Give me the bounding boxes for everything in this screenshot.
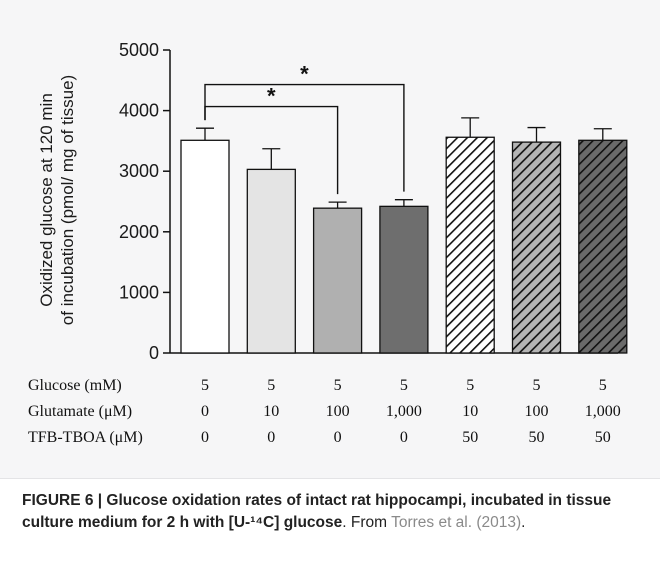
bar [445,136,495,354]
condition-row-label: TFB-TBOA (μM) [28,429,143,446]
condition-value: 5 [533,377,541,394]
condition-value: 100 [525,403,549,420]
condition-value: 10 [462,403,478,420]
bar [246,168,296,354]
significance-star: * [267,84,276,109]
figure-panel: Oxidized glucose at 120 min of incubatio… [0,40,660,479]
condition-value: 1,000 [585,403,621,420]
caption-citation-link[interactable]: Torres et al. (2013) [391,514,522,531]
condition-row-label: Glutamate (μM) [28,403,132,420]
caption-end: . [521,514,526,531]
condition-value: 0 [201,403,209,420]
condition-value: 0 [267,429,275,446]
y-axis-label-line1: Oxidized glucose at 120 min [37,93,56,307]
condition-value: 5 [267,377,275,394]
y-tick-label: 3000 [119,161,159,181]
bars [180,117,628,354]
condition-value: 5 [334,377,342,394]
caption-title: FIGURE 6 | Glucose oxidation rates of in… [22,492,612,531]
bar [511,141,562,354]
condition-value: 50 [595,429,611,446]
condition-value: 5 [201,377,209,394]
condition-value: 0 [400,429,408,446]
y-axis: 0 1000 2000 3000 4000 5000 [119,40,618,363]
y-tick-label: 0 [149,343,159,363]
condition-value: 10 [263,403,279,420]
caption-text: . From [342,514,392,531]
y-tick-label: 5000 [119,40,159,60]
condition-value: 50 [529,429,545,446]
y-axis-label-line2: of incubation (pmol/ mg of tissue) [58,75,77,325]
y-tick-label: 2000 [119,222,159,242]
bar [180,139,230,354]
bar [379,205,429,354]
condition-value: 0 [334,429,342,446]
significance-bracket [204,83,405,192]
condition-row-label: Glucose (mM) [28,377,122,394]
condition-value: 100 [326,403,350,420]
condition-value: 0 [201,429,209,446]
condition-value: 50 [462,429,478,446]
bar-chart: Oxidized glucose at 120 min of incubatio… [28,40,628,446]
condition-value: 1,000 [386,403,422,420]
significance-brackets: ** [204,62,405,195]
y-tick-label: 4000 [119,101,159,121]
condition-value: 5 [466,377,474,394]
bar [312,207,363,354]
condition-value: 5 [400,377,408,394]
figure-caption: FIGURE 6 | Glucose oxidation rates of in… [22,490,642,534]
bar [578,139,628,354]
significance-star: * [300,62,309,87]
condition-value: 5 [599,377,607,394]
y-tick-label: 1000 [119,282,159,302]
